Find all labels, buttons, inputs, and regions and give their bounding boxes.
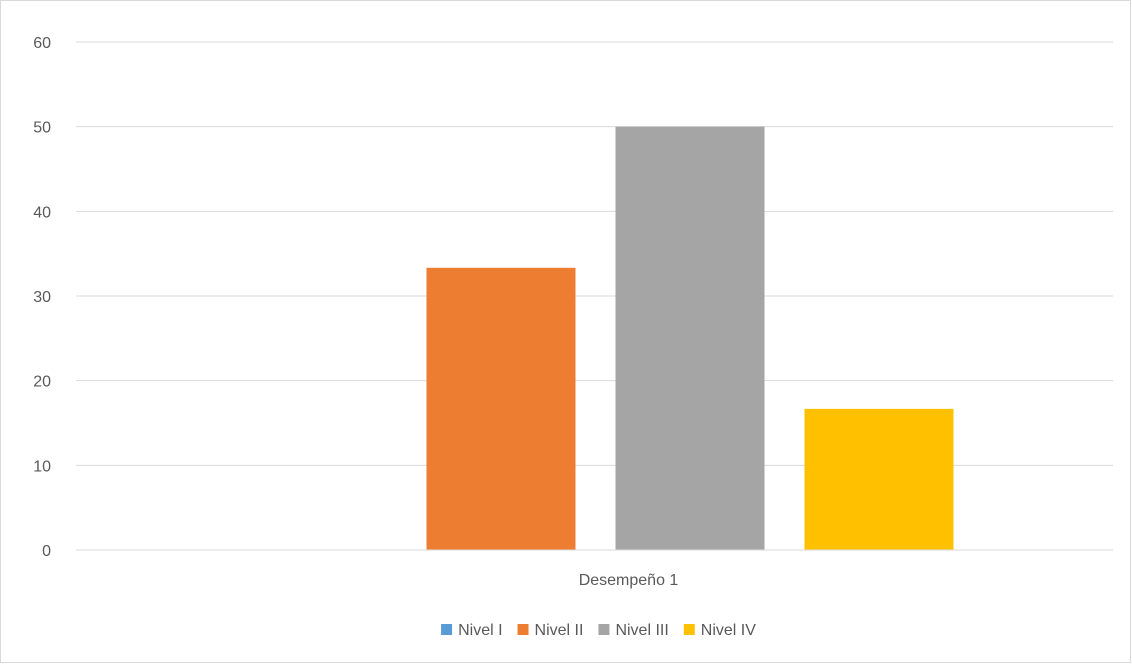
legend: Nivel I Nivel II Nivel III Nivel IV (441, 622, 756, 639)
y-axis-ticks: 0 10 20 30 40 50 60 (33, 35, 51, 560)
bars (426, 126, 954, 551)
gridlines (76, 41, 1113, 466)
legend-item-nivel-iii: Nivel III (598, 622, 669, 639)
legend-swatch-nivel-ii (517, 624, 529, 635)
legend-item-nivel-i: Nivel I (441, 622, 503, 639)
x-category-label: Desempeño 1 (579, 572, 679, 589)
legend-label-nivel-i: Nivel I (458, 622, 502, 639)
bar-nivel-iv (804, 408, 954, 550)
y-tick-label-20: 20 (33, 374, 51, 391)
y-tick-label-30: 30 (33, 289, 51, 306)
y-tick-label-50: 50 (33, 120, 51, 137)
legend-label-nivel-iv: Nivel IV (701, 622, 756, 639)
x-axis-categories: Desempeño 1 (579, 572, 679, 589)
legend-item-nivel-ii: Nivel II (517, 622, 584, 639)
legend-swatch-nivel-iii (598, 624, 610, 635)
y-tick-label-40: 40 (33, 204, 51, 221)
y-tick-label-10: 10 (33, 458, 51, 475)
legend-item-nivel-iv: Nivel IV (683, 622, 756, 639)
legend-swatch-nivel-i (441, 624, 453, 635)
legend-label-nivel-iii: Nivel III (615, 622, 668, 639)
y-tick-label-0: 0 (42, 543, 51, 560)
legend-label-nivel-ii: Nivel II (535, 622, 584, 639)
bar-nivel-iii (615, 126, 765, 551)
y-tick-label-60: 60 (33, 35, 51, 52)
bar-nivel-ii (426, 267, 576, 550)
legend-swatch-nivel-iv (683, 624, 695, 635)
